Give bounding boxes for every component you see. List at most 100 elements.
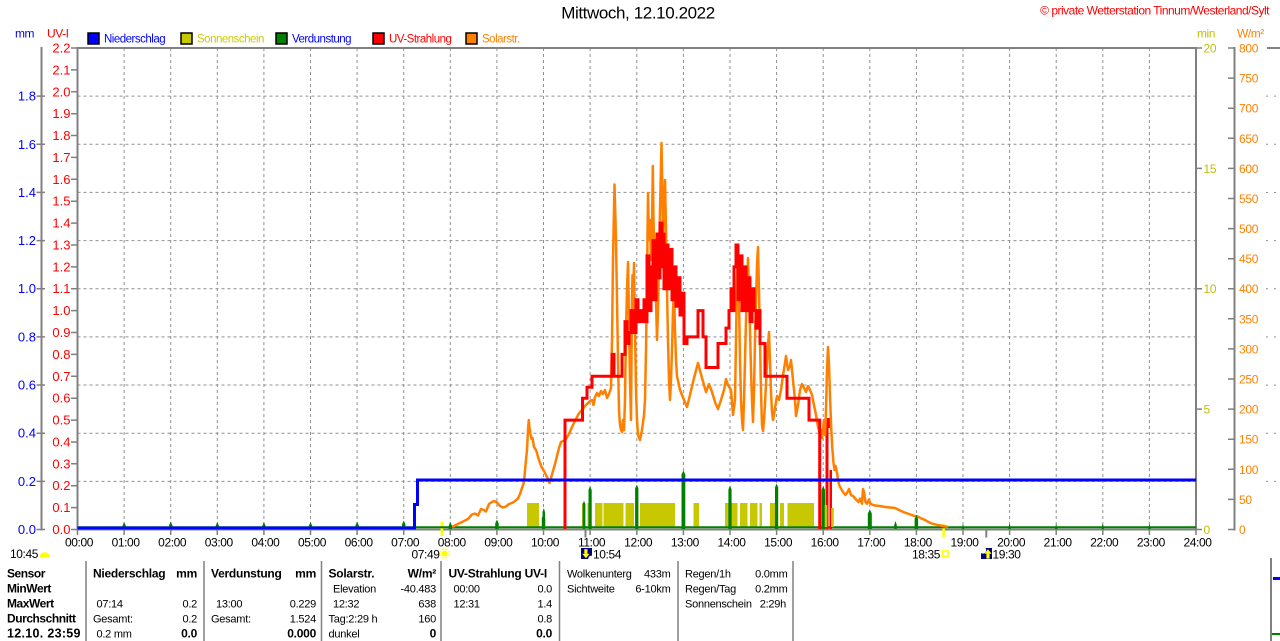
svg-text:0.0: 0.0 [181,627,198,641]
svg-text:06:00: 06:00 [345,536,374,550]
svg-text:Gesamt:: Gesamt: [93,614,133,626]
svg-text:03:00: 03:00 [205,536,234,550]
svg-text:20:00: 20:00 [997,536,1026,550]
svg-text:1.1: 1.1 [52,281,70,296]
svg-text:0.229: 0.229 [290,599,316,611]
svg-text:Niederschlag: Niederschlag [93,567,165,581]
svg-text:750: 750 [1239,72,1259,86]
svg-text:W/m²: W/m² [408,567,437,581]
svg-text:MinWert: MinWert [7,582,51,596]
svg-text:15: 15 [1204,162,1217,176]
svg-text:100: 100 [1239,463,1259,477]
svg-text:19:00: 19:00 [950,536,979,550]
svg-text:2:29h: 2:29h [760,599,786,611]
svg-text:650: 650 [1239,132,1259,146]
svg-text:1.4: 1.4 [52,216,70,231]
svg-text:1.3: 1.3 [52,238,70,253]
svg-text:mm: mm [295,567,316,581]
svg-text:10:45: 10:45 [10,547,39,561]
svg-text:07:14: 07:14 [97,599,123,611]
svg-text:0.3: 0.3 [52,456,70,471]
svg-text:0.5: 0.5 [52,413,70,428]
svg-text:mm: mm [15,27,35,41]
svg-text:0.7: 0.7 [52,369,70,384]
svg-text:1.6: 1.6 [18,137,36,152]
svg-text:50: 50 [1239,493,1252,507]
svg-text:433m: 433m [644,569,671,581]
svg-text:09:00: 09:00 [484,536,513,550]
svg-text:Wolkenunterg: Wolkenunterg [567,569,632,581]
svg-text:0: 0 [430,627,437,641]
svg-text:2.0: 2.0 [52,84,70,99]
svg-text:UV-I: UV-I [47,27,69,41]
svg-text:12:00: 12:00 [624,536,653,550]
svg-text:1.524: 1.524 [290,614,316,626]
svg-text:0: 0 [1239,523,1246,537]
svg-text:11:00: 11:00 [578,536,606,550]
svg-text:250: 250 [1239,373,1259,387]
svg-text:0.0: 0.0 [537,584,552,596]
svg-text:1.2: 1.2 [52,259,70,274]
svg-text:22:00: 22:00 [1090,536,1119,550]
svg-text:2.1: 2.1 [52,62,70,77]
svg-text:02:00: 02:00 [158,536,187,550]
svg-text:mm: mm [176,567,197,581]
svg-text:1.9: 1.9 [52,106,70,121]
svg-text:800: 800 [1239,42,1259,56]
svg-text:-40.483: -40.483 [400,584,436,596]
svg-text:2.2: 2.2 [52,41,70,56]
svg-text:1.8: 1.8 [52,128,70,143]
svg-text:0.8: 0.8 [18,329,36,344]
svg-text:20: 20 [1204,42,1217,56]
svg-text:0.0: 0.0 [18,522,36,537]
svg-text:0.2mm: 0.2mm [755,584,787,596]
svg-text:600: 600 [1239,162,1259,176]
svg-text:0.4: 0.4 [18,426,36,441]
svg-text:5: 5 [1204,403,1211,417]
svg-text:1.4: 1.4 [537,599,552,611]
svg-text:23:00: 23:00 [1137,536,1166,550]
svg-text:0.2: 0.2 [18,474,36,489]
svg-text:300: 300 [1239,342,1259,356]
svg-text:1.8: 1.8 [18,89,36,104]
svg-text:Mittwoch, 12.10.2022: Mittwoch, 12.10.2022 [561,4,715,23]
svg-text:Niederschlag: Niederschlag [104,34,165,46]
svg-text:0.8: 0.8 [52,347,70,362]
svg-text:18:00: 18:00 [904,536,933,550]
svg-text:12:32: 12:32 [333,599,359,611]
svg-text:500: 500 [1239,222,1259,236]
svg-text:10:54: 10:54 [593,548,622,562]
svg-text:638: 638 [418,599,436,611]
svg-text:15:00: 15:00 [764,536,793,550]
svg-text:min: min [1197,27,1215,41]
svg-text:0.1: 0.1 [52,500,70,515]
svg-text:1.5: 1.5 [52,194,70,209]
svg-text:Sensor: Sensor [7,567,46,581]
svg-text:1.0: 1.0 [18,281,36,296]
svg-text:UV-Strahlung UV-I: UV-Strahlung UV-I [449,567,547,581]
svg-text:10: 10 [1204,282,1217,296]
svg-text:Sonnenschein: Sonnenschein [197,34,264,46]
svg-text:0.0: 0.0 [536,627,553,641]
svg-text:© private Wetterstation Tinnum: © private Wetterstation Tinnum/Westerlan… [1040,4,1270,18]
svg-text:450: 450 [1239,252,1259,266]
svg-text:0.8: 0.8 [537,614,552,626]
svg-text:Gesamt:: Gesamt: [211,614,251,626]
svg-text:350: 350 [1239,312,1259,326]
svg-text:Sonnenschein: Sonnenschein [685,599,752,611]
svg-text:07:49: 07:49 [411,548,440,562]
svg-text:160: 160 [418,614,436,626]
svg-text:01:00: 01:00 [112,536,141,550]
svg-text:0.9: 0.9 [52,325,70,340]
svg-text:UV-Strahlung: UV-Strahlung [389,34,452,46]
svg-text:1.2: 1.2 [18,233,36,248]
svg-text:Verdunstung: Verdunstung [211,567,282,581]
svg-text:0: 0 [1204,523,1211,537]
svg-text:0.2: 0.2 [52,478,70,493]
svg-text:Regen/1h: Regen/1h [685,569,731,581]
svg-text:1.4: 1.4 [18,185,36,200]
svg-text:0.2 mm: 0.2 mm [97,629,132,641]
svg-text:18:35: 18:35 [912,548,941,562]
svg-text:0.6: 0.6 [18,378,36,393]
svg-text:Solarstr.: Solarstr. [329,567,375,581]
